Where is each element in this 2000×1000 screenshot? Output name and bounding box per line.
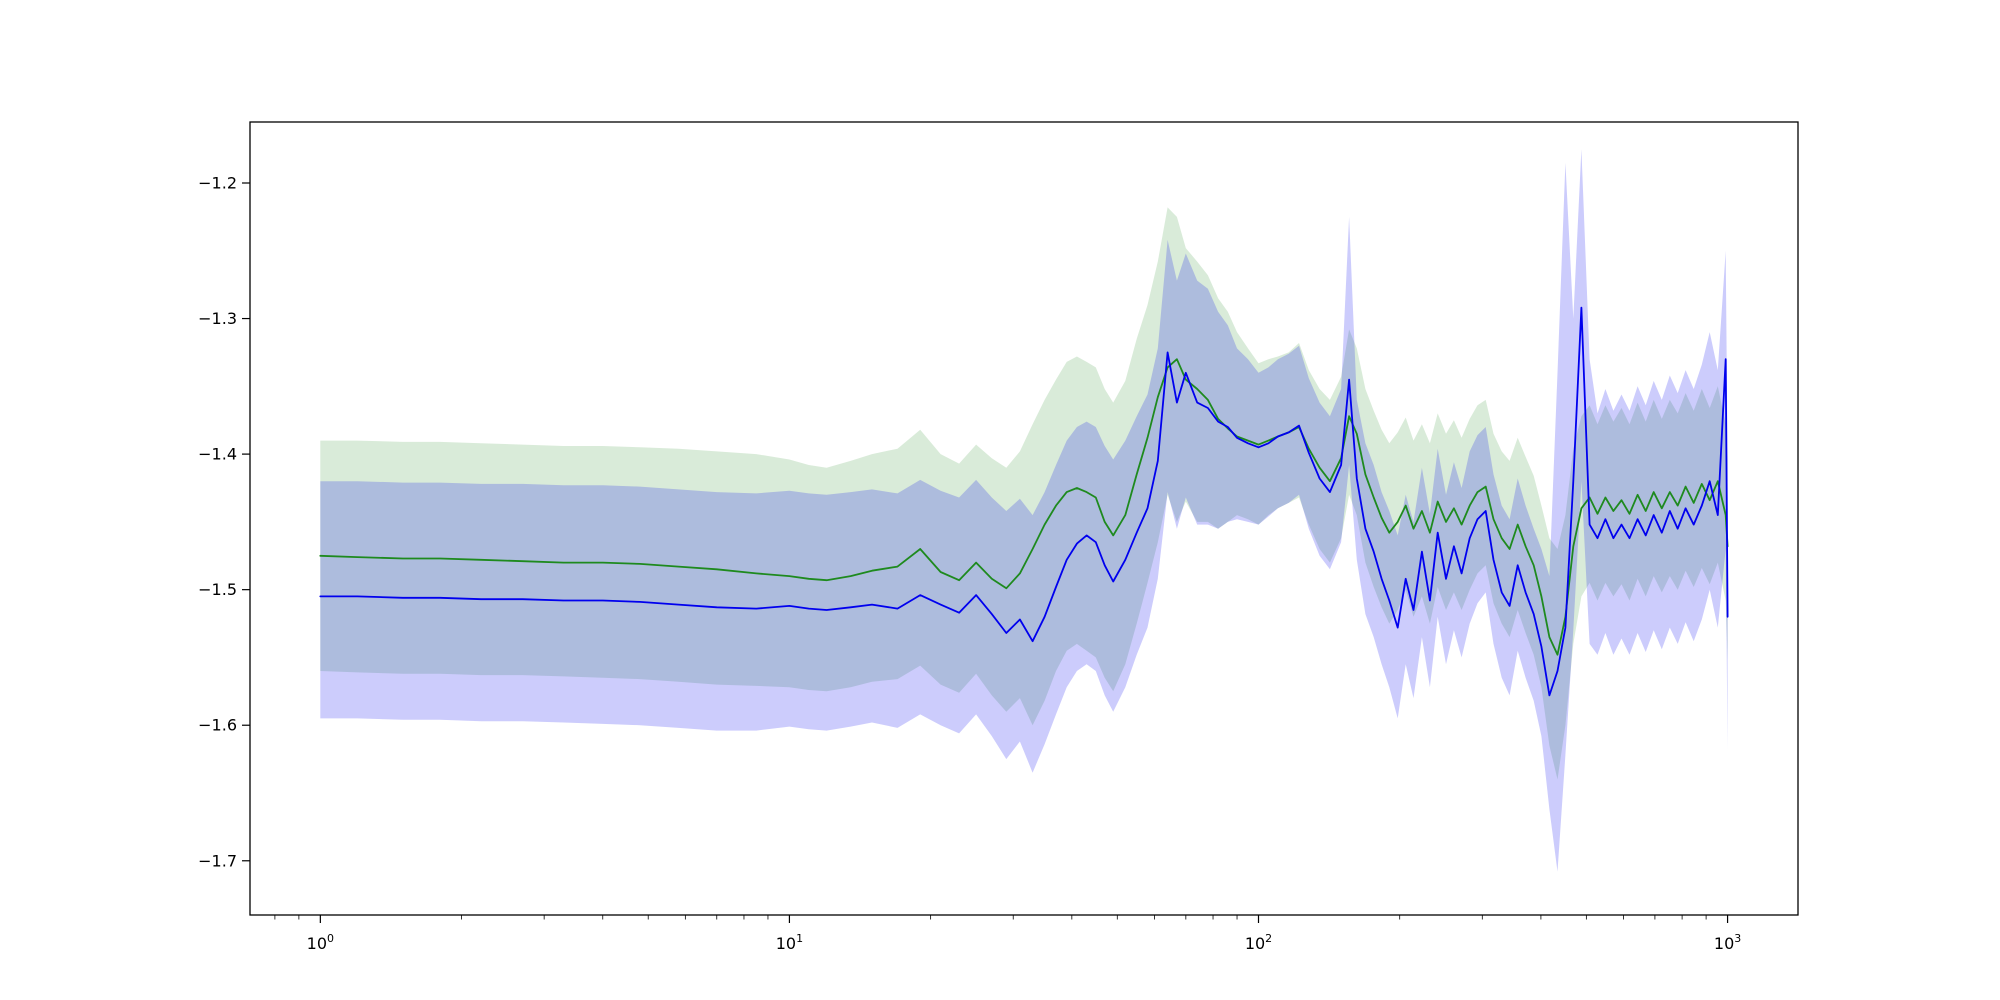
y-tick-label: −1.6 — [198, 716, 237, 735]
x-tick-label: 103 — [1714, 932, 1741, 953]
y-tick-label: −1.5 — [198, 580, 237, 599]
y-tick-label: −1.4 — [198, 445, 237, 464]
x-tick-label: 101 — [776, 932, 803, 953]
plot-border — [249, 121, 1799, 916]
series-green-line — [319, 358, 1729, 656]
y-tick-label: −1.7 — [198, 851, 237, 870]
y-tick-label: −1.2 — [198, 174, 237, 193]
y-tick-label: −1.3 — [198, 309, 237, 328]
series-blue-band — [320, 149, 1728, 872]
series-blue-line — [319, 306, 1729, 697]
x-tick-label: 102 — [1245, 932, 1272, 953]
series-green-band — [320, 207, 1728, 780]
x-tick-label: 100 — [307, 932, 334, 953]
